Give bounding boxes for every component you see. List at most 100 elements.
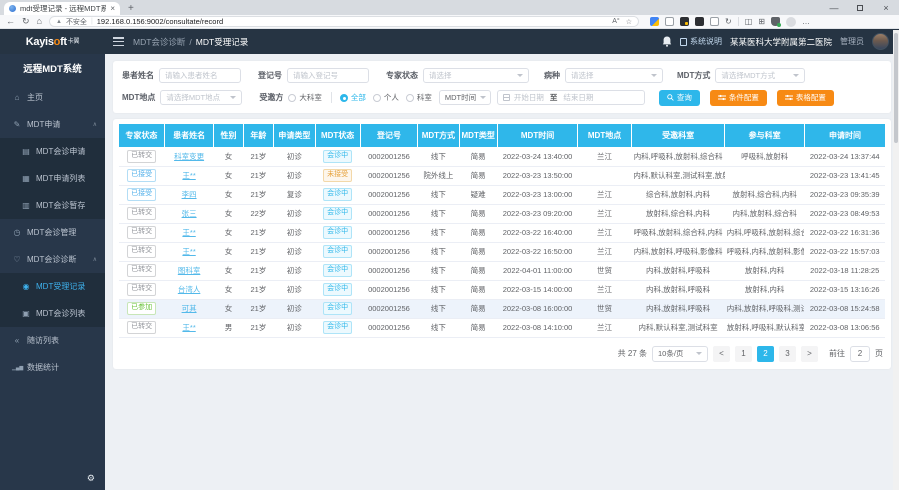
- sidebar-item-followup-list[interactable]: « 随访列表: [0, 327, 105, 354]
- tab-close-icon[interactable]: ×: [110, 3, 115, 13]
- invited-depts-cell: 呼吸科,放射科,综合科,内科: [631, 223, 725, 243]
- close-icon[interactable]: ×: [883, 2, 889, 13]
- mdt-mode-cell: 线下: [417, 223, 460, 243]
- collections-icon[interactable]: ⊞: [758, 16, 765, 26]
- prev-page-button[interactable]: <: [713, 345, 730, 362]
- page-button-3[interactable]: 3: [779, 345, 796, 362]
- notification-bell-icon[interactable]: [662, 36, 672, 47]
- new-tab-button[interactable]: +: [128, 3, 134, 14]
- clock-icon: ◷: [13, 228, 21, 237]
- patient-name-link[interactable]: 可其: [181, 304, 197, 313]
- patient-name-link[interactable]: 李四: [181, 190, 197, 199]
- back-icon[interactable]: ←: [6, 16, 15, 26]
- mdt-place-select[interactable]: 请选择MDT地点: [160, 90, 243, 105]
- page-size-select[interactable]: 10条/页: [652, 345, 708, 362]
- home-nav-icon[interactable]: ⌂: [36, 16, 42, 26]
- search-button[interactable]: 查询: [658, 89, 700, 106]
- extension-icon[interactable]: [694, 17, 704, 26]
- disease-select[interactable]: 请选择: [565, 68, 663, 83]
- browser-profile-avatar[interactable]: [785, 16, 796, 27]
- patient-name-link[interactable]: 王**: [182, 247, 196, 256]
- sidebar-item-mdt-apply[interactable]: ✎ MDT申请 ∧: [0, 111, 105, 138]
- mdt-time-select[interactable]: MDT时间: [438, 90, 491, 105]
- hospital-name: 某某医科大学附属第二医院: [729, 36, 832, 47]
- chevron-down-icon: [517, 74, 523, 77]
- invitee-radio-个人[interactable]: 个人: [372, 92, 399, 103]
- page-scrollbar[interactable]: [893, 30, 899, 490]
- extension-icon[interactable]: [649, 17, 659, 26]
- scrollbar-thumb[interactable]: [894, 33, 898, 143]
- mdt-mode-cell: 线下: [417, 318, 460, 338]
- collapse-menu-icon[interactable]: [113, 37, 124, 46]
- sidebar-item-consult-diag[interactable]: ♡ MDT会诊诊断 ∧: [0, 246, 105, 273]
- url-field[interactable]: ▲ 不安全 | 192.168.0.156:9002/consultate/re…: [48, 16, 639, 27]
- reg-no-cell: 0002001256: [360, 299, 418, 319]
- goto-label: 前往: [829, 349, 845, 358]
- browser-essentials-icon[interactable]: ↻: [724, 16, 732, 26]
- invitee-radio-大科室[interactable]: 大科室: [288, 92, 322, 103]
- page-button-1[interactable]: 1: [735, 345, 752, 362]
- age-cell: 21岁: [243, 318, 274, 338]
- patient-name-link[interactable]: 王**: [182, 171, 196, 180]
- refresh-icon[interactable]: ↻: [22, 16, 30, 26]
- sidebar-item-apply-draft[interactable]: ▥ MDT会诊暂存: [0, 192, 105, 219]
- tab-title: mdt受理记录 - 远程MDT系统: [20, 4, 107, 13]
- sidebar-item-apply-consult[interactable]: ▤ MDT会诊申请: [0, 138, 105, 165]
- user-avatar[interactable]: [872, 33, 889, 50]
- record-icon: ◉: [22, 282, 30, 291]
- sidebar-item-consult-manage[interactable]: ◷ MDT会诊管理: [0, 219, 105, 246]
- sidebar-item-accept-record[interactable]: ◉ MDT受理记录: [0, 273, 105, 300]
- invitee-radio-全部[interactable]: 全部: [339, 92, 366, 103]
- mdt-place-cell: 世贸: [577, 261, 632, 281]
- patient-name-link[interactable]: 王**: [182, 323, 196, 332]
- extension-icon[interactable]: [664, 17, 674, 26]
- apply-time-cell: 2022-03-23 09:35:39: [804, 185, 885, 205]
- not-secure-warning-icon: ▲: [55, 18, 62, 25]
- patient-name-input[interactable]: [159, 68, 241, 83]
- radio-label: 大科室: [299, 93, 322, 102]
- sidebar-item-data-stats[interactable]: ▁▄▆ 数据统计: [0, 354, 105, 381]
- next-page-button[interactable]: >: [801, 345, 818, 362]
- mdt-type-cell: 简易: [459, 280, 498, 300]
- more-menu-icon[interactable]: …: [801, 16, 810, 26]
- patient-name-link[interactable]: 科室变更: [174, 151, 205, 161]
- sidebar-item-label: 主页: [27, 93, 43, 102]
- favorite-star-icon[interactable]: ☆: [625, 18, 632, 26]
- patient-name-link[interactable]: 张三: [181, 209, 197, 218]
- chevron-up-icon: ∧: [92, 122, 97, 128]
- table-config-button[interactable]: 表格配置: [776, 89, 834, 106]
- browser-tab[interactable]: mdt受理记录 - 远程MDT系统 ×: [4, 2, 120, 15]
- goto-page-input[interactable]: [850, 345, 870, 362]
- reg-no-input[interactable]: [287, 68, 369, 83]
- invitee-radio-科室[interactable]: 科室: [405, 92, 432, 103]
- extension-icon[interactable]: [709, 17, 719, 26]
- sidebar-item-consult-list[interactable]: ▣ MDT会诊列表: [0, 300, 105, 327]
- split-screen-icon[interactable]: ◫: [744, 16, 753, 26]
- expert-status-select[interactable]: 请选择: [423, 68, 529, 83]
- apply-time-cell: 2022-03-15 13:16:26: [804, 280, 885, 300]
- patient-name-link[interactable]: 王**: [182, 228, 196, 237]
- security-shield-icon[interactable]: [770, 17, 781, 27]
- apply-time-cell: 2022-03-18 11:28:25: [804, 261, 885, 281]
- patient-name-link[interactable]: 图科室: [177, 266, 201, 275]
- sidebar-item-apply-list[interactable]: ▦ MDT申请列表: [0, 165, 105, 192]
- page-button-2[interactable]: 2: [757, 345, 774, 362]
- mdt-mode-select[interactable]: 请选择MDT方式: [715, 68, 806, 83]
- condition-config-button[interactable]: 条件配置: [709, 89, 767, 106]
- edit-icon: ✎: [13, 120, 21, 129]
- sidebar-item-home[interactable]: ⌂ 主页: [0, 84, 105, 111]
- date-range-picker[interactable]: 开始日期 至 结束日期: [496, 90, 645, 105]
- mdt-time-cell: 2022-03-24 13:40:00: [497, 147, 578, 167]
- gear-icon[interactable]: ⚙: [86, 473, 95, 483]
- read-aloud-icon[interactable]: A°: [612, 17, 620, 25]
- minimize-icon[interactable]: —: [829, 2, 839, 13]
- table-row: 已转交 张三女 22岁 初诊 会诊中 0002001256 线下 简易 2022-03-23 0…: [119, 204, 885, 224]
- column-header: 登记号: [360, 124, 419, 147]
- age-cell: 21岁: [243, 185, 274, 205]
- extension-icon[interactable]: [679, 17, 689, 26]
- patient-name-link[interactable]: 台湾人: [177, 285, 201, 294]
- mdt-mode-cell: 线下: [417, 261, 460, 281]
- end-date-placeholder: 结束日期: [563, 93, 594, 102]
- system-help-link[interactable]: 系统说明: [679, 36, 722, 47]
- maximize-icon[interactable]: [847, 0, 873, 15]
